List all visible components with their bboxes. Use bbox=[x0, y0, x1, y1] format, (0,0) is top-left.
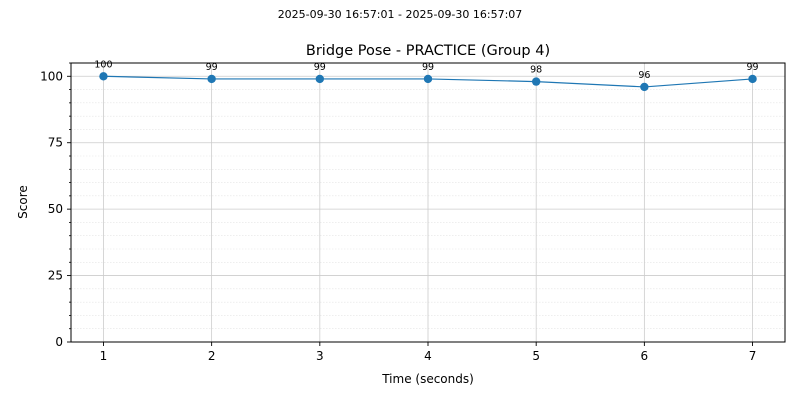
data-point bbox=[748, 74, 757, 84]
data-label: 96 bbox=[638, 70, 650, 81]
x-axis: 1 2 3 4 5 6 7 bbox=[100, 342, 757, 363]
data-point bbox=[640, 82, 649, 92]
data-point bbox=[99, 72, 108, 81]
x-tick-label: 4 bbox=[424, 349, 432, 363]
data-point bbox=[423, 74, 433, 84]
x-tick-label: 6 bbox=[641, 349, 649, 363]
data-label: 100 bbox=[94, 59, 112, 70]
series-score: 100 99 99 99 98 96 99 bbox=[94, 59, 759, 92]
x-tick-label: 2 bbox=[208, 349, 216, 363]
y-tick-label: 0 bbox=[55, 335, 63, 349]
y-tick-label: 75 bbox=[48, 136, 63, 150]
data-point bbox=[207, 74, 216, 84]
data-label: 99 bbox=[314, 62, 326, 73]
chart-title: Bridge Pose - PRACTICE (Group 4) bbox=[306, 43, 550, 59]
y-axis: 0 25 50 75 100 bbox=[40, 62, 71, 349]
data-label: 99 bbox=[422, 62, 434, 73]
x-tick-label: 5 bbox=[532, 349, 540, 363]
data-point bbox=[531, 77, 541, 86]
x-tick-label: 7 bbox=[749, 349, 757, 363]
y-axis-label: Score bbox=[16, 185, 30, 219]
y-tick-label: 50 bbox=[48, 202, 63, 216]
major-grid bbox=[71, 63, 785, 343]
data-label: 99 bbox=[746, 62, 758, 73]
data-label: 98 bbox=[530, 65, 542, 76]
chart-supertitle: 2025-09-30 16:57:01 - 2025-09-30 16:57:0… bbox=[278, 8, 523, 21]
x-tick-label: 3 bbox=[316, 349, 324, 363]
y-tick-label: 25 bbox=[48, 269, 63, 283]
x-tick-label: 1 bbox=[100, 349, 108, 363]
y-tick-label: 100 bbox=[40, 69, 63, 83]
data-label: 99 bbox=[206, 62, 218, 73]
x-axis-label: Time (seconds) bbox=[381, 372, 474, 386]
data-point bbox=[315, 74, 325, 84]
